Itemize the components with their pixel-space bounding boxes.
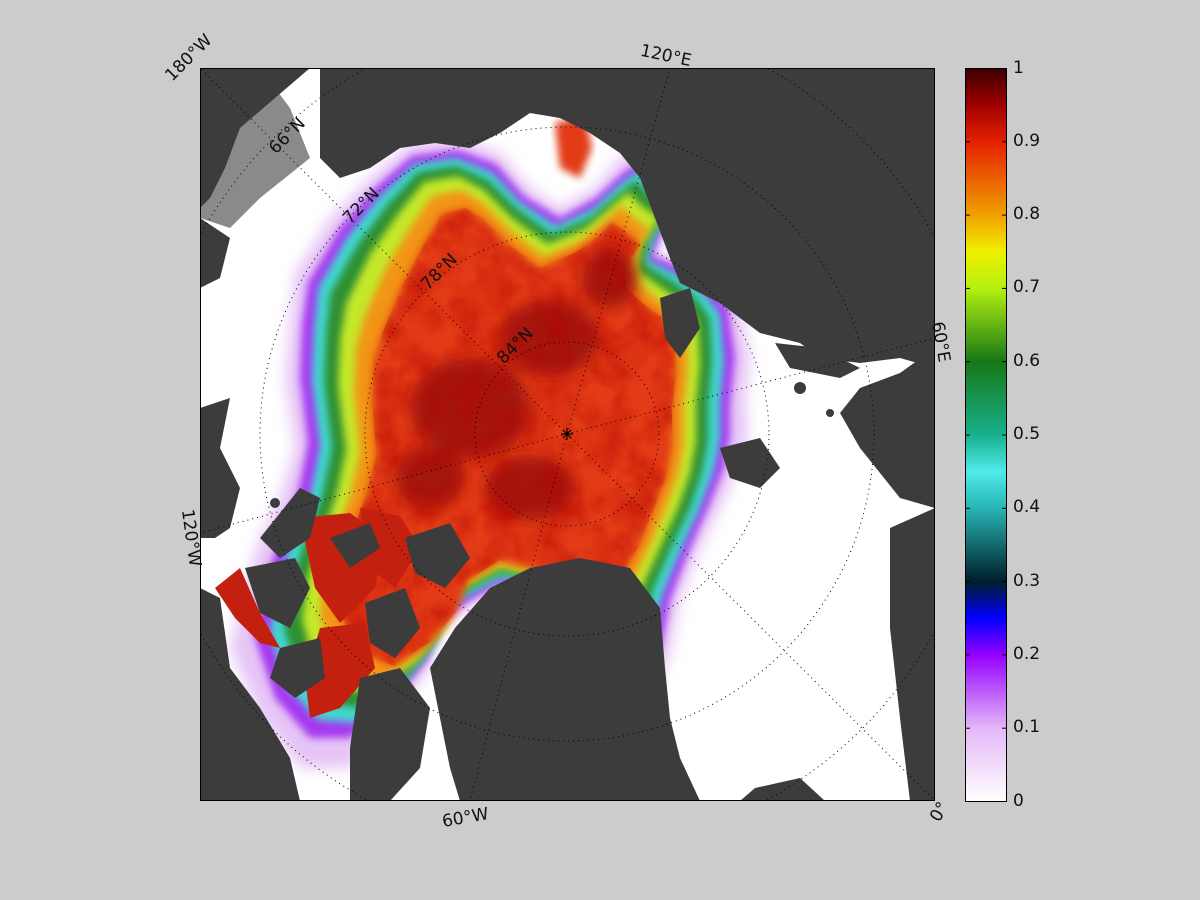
colorbar-ticks bbox=[965, 68, 1007, 802]
colorbar-gradient bbox=[965, 68, 1007, 802]
colorbar-tick-label: 0.6 bbox=[1013, 350, 1041, 371]
colorbar-tick-label: 0 bbox=[1013, 790, 1024, 811]
colorbar-tick-label: 0.4 bbox=[1013, 497, 1041, 518]
meridian-label-0: 0° bbox=[926, 798, 954, 826]
colorbar-tick-label: 1 bbox=[1013, 57, 1024, 78]
colorbar bbox=[965, 68, 1007, 802]
colorbar-tick-label: 0.1 bbox=[1013, 717, 1041, 738]
north-pole-marker bbox=[561, 428, 573, 440]
meridian-label-120e: 120°E bbox=[638, 40, 694, 72]
map-frame bbox=[200, 68, 935, 801]
sea-ice-concentration-map bbox=[200, 68, 935, 801]
graticule bbox=[200, 68, 935, 801]
colorbar-tick-label: 0.7 bbox=[1013, 277, 1041, 298]
meridian-label-60w: 60°W bbox=[440, 804, 491, 832]
colorbar-tick-label: 0.3 bbox=[1013, 570, 1041, 591]
colorbar-tick-label: 0.5 bbox=[1013, 424, 1041, 444]
land-masses bbox=[200, 68, 935, 801]
colorbar-tick-label: 0.9 bbox=[1013, 130, 1041, 151]
colorbar-tick-label: 0.2 bbox=[1013, 643, 1041, 664]
colorbar-tick-label: 0.8 bbox=[1013, 204, 1041, 225]
